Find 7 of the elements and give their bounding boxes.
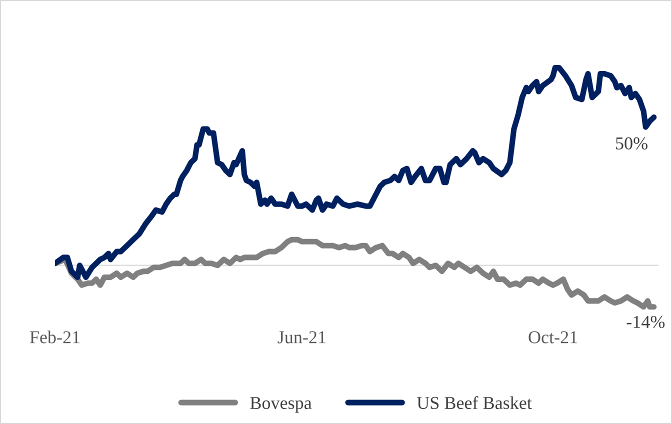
annotation: 50% [616, 137, 648, 150]
legend-label: Bovespa [250, 397, 312, 413]
legend-label: US Beef Basket [416, 396, 532, 410]
x-tick-label: Feb-21 [30, 330, 80, 344]
x-tick-label: Jun-21 [278, 331, 326, 344]
x-tick-label: Oct-21 [528, 331, 578, 344]
annotation: -14% [626, 316, 665, 328]
